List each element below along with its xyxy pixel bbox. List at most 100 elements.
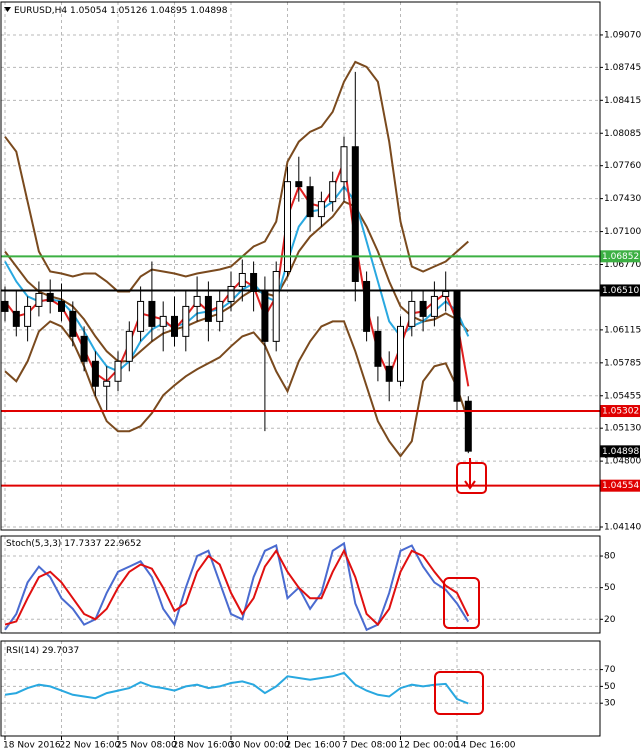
level-label-box	[600, 284, 640, 297]
candle-body	[35, 292, 43, 307]
candle-body	[317, 201, 325, 218]
annotation-box	[443, 577, 480, 629]
x-tick-label: 22 Nov 16:00	[60, 741, 121, 751]
panel-frame	[0, 640, 601, 737]
y-tick-label: 1.08745	[604, 63, 641, 73]
candle-body	[419, 300, 427, 317]
annotations	[434, 458, 487, 715]
level-label: 1.06510	[602, 286, 639, 296]
indicator-line	[4, 200, 470, 363]
y-tick-label: 1.08085	[604, 129, 641, 139]
x-tick-label: 18 Nov 2016	[3, 741, 61, 751]
annotation-box	[434, 671, 484, 715]
candle-body	[91, 360, 99, 387]
candle-body	[453, 290, 461, 402]
candle-body	[261, 290, 269, 342]
candle-body	[12, 310, 20, 327]
level-label-box	[600, 405, 640, 418]
y-tick-label: 1.07100	[604, 227, 641, 237]
x-tick-label: 12 Dec 00:00	[399, 741, 460, 751]
candle-body	[103, 380, 111, 387]
candle-body	[442, 290, 450, 297]
panel-frame	[0, 1, 601, 531]
candle-body	[284, 181, 291, 272]
candle-body	[137, 300, 145, 332]
main-header: EURUSD,H4 1.05054 1.05126 1.04895 1.0489…	[14, 6, 228, 16]
candle-body	[363, 280, 371, 332]
y-tick-label: 1.06115	[604, 325, 641, 335]
candle-body	[1, 300, 9, 312]
candle-body	[306, 186, 314, 218]
y-tick-label: 50	[604, 583, 616, 593]
y-tick-label: 1.07760	[604, 161, 641, 171]
y-tick-label: 1.05785	[604, 358, 641, 368]
rsi-readout: 29.7037	[42, 646, 79, 656]
candle-body	[193, 295, 201, 307]
level-label: 1.05302	[602, 407, 639, 417]
x-tick-label: 7 Dec 08:00	[342, 741, 397, 751]
stoch-main-readout: 17.7337	[64, 539, 101, 549]
level-label-box	[600, 479, 640, 492]
candle-body	[385, 365, 393, 382]
candle-body	[351, 146, 359, 282]
y-tick-label: 1.04140	[604, 523, 641, 533]
candle-body	[250, 272, 258, 292]
candle-body	[340, 146, 348, 183]
y-tick-label: 30	[604, 699, 616, 709]
low-readout: 1.04895	[150, 6, 187, 16]
candle-body	[430, 295, 438, 317]
level-label-box	[600, 250, 640, 263]
candle-body	[148, 300, 156, 327]
candle-body	[204, 295, 212, 322]
close-readout: 1.04898	[190, 6, 227, 16]
candle-body	[272, 270, 280, 342]
candle-body	[46, 292, 54, 302]
candle-body	[227, 285, 235, 302]
y-tick-label: 1.06770	[604, 260, 641, 270]
candle-body	[408, 300, 416, 327]
stoch-header: Stoch(5,3,3) 17.7337 22.9652	[6, 539, 142, 549]
open-readout: 1.05054	[70, 6, 107, 16]
candle-body	[374, 330, 382, 367]
x-tick-label: 2 Dec 16:00	[286, 741, 341, 751]
annotation-box	[456, 462, 487, 494]
y-tick-label: 80	[604, 552, 616, 562]
candle-body	[238, 272, 246, 287]
candle-body	[329, 181, 337, 203]
candle-body	[114, 360, 122, 382]
panel-frame	[0, 535, 601, 634]
y-tick-label: 1.08415	[604, 96, 641, 106]
y-tick-label: 70	[604, 665, 616, 675]
x-tick-label: 30 Nov 00:00	[229, 741, 290, 751]
bid-label: 1.04898	[602, 447, 639, 457]
level-label: 1.04554	[602, 481, 639, 491]
candle-body	[125, 330, 133, 362]
candle-body	[159, 315, 167, 327]
indicator-line	[4, 60, 469, 293]
menu-triangle	[4, 7, 11, 12]
x-tick-label: 14 Dec 16:00	[455, 741, 516, 751]
indicator-line	[4, 671, 469, 705]
candle-body	[397, 325, 404, 382]
y-tick-label: 1.09070	[604, 30, 641, 40]
stoch-signal-readout: 22.9652	[104, 539, 141, 549]
candle-body	[182, 305, 190, 337]
y-tick-label: 50	[604, 682, 616, 692]
candle-body	[24, 305, 32, 327]
rsi-header: RSI(14) 29.7037	[6, 646, 79, 656]
x-tick-label: 28 Nov 16:00	[173, 741, 234, 751]
y-tick-label: 1.05455	[604, 391, 641, 401]
candle-body	[464, 400, 472, 452]
level-label: 1.06852	[602, 252, 639, 262]
candle-body	[216, 300, 224, 322]
stoch-title: Stoch(5,3,3)	[6, 539, 61, 549]
rsi-title: RSI(14)	[6, 646, 39, 656]
indicator-line	[4, 185, 470, 373]
candle-body	[58, 300, 65, 312]
high-readout: 1.05126	[110, 6, 147, 16]
candle-body	[80, 335, 88, 362]
candle-body	[295, 181, 303, 188]
bid-label-box	[600, 445, 640, 458]
candle-body	[69, 310, 77, 337]
